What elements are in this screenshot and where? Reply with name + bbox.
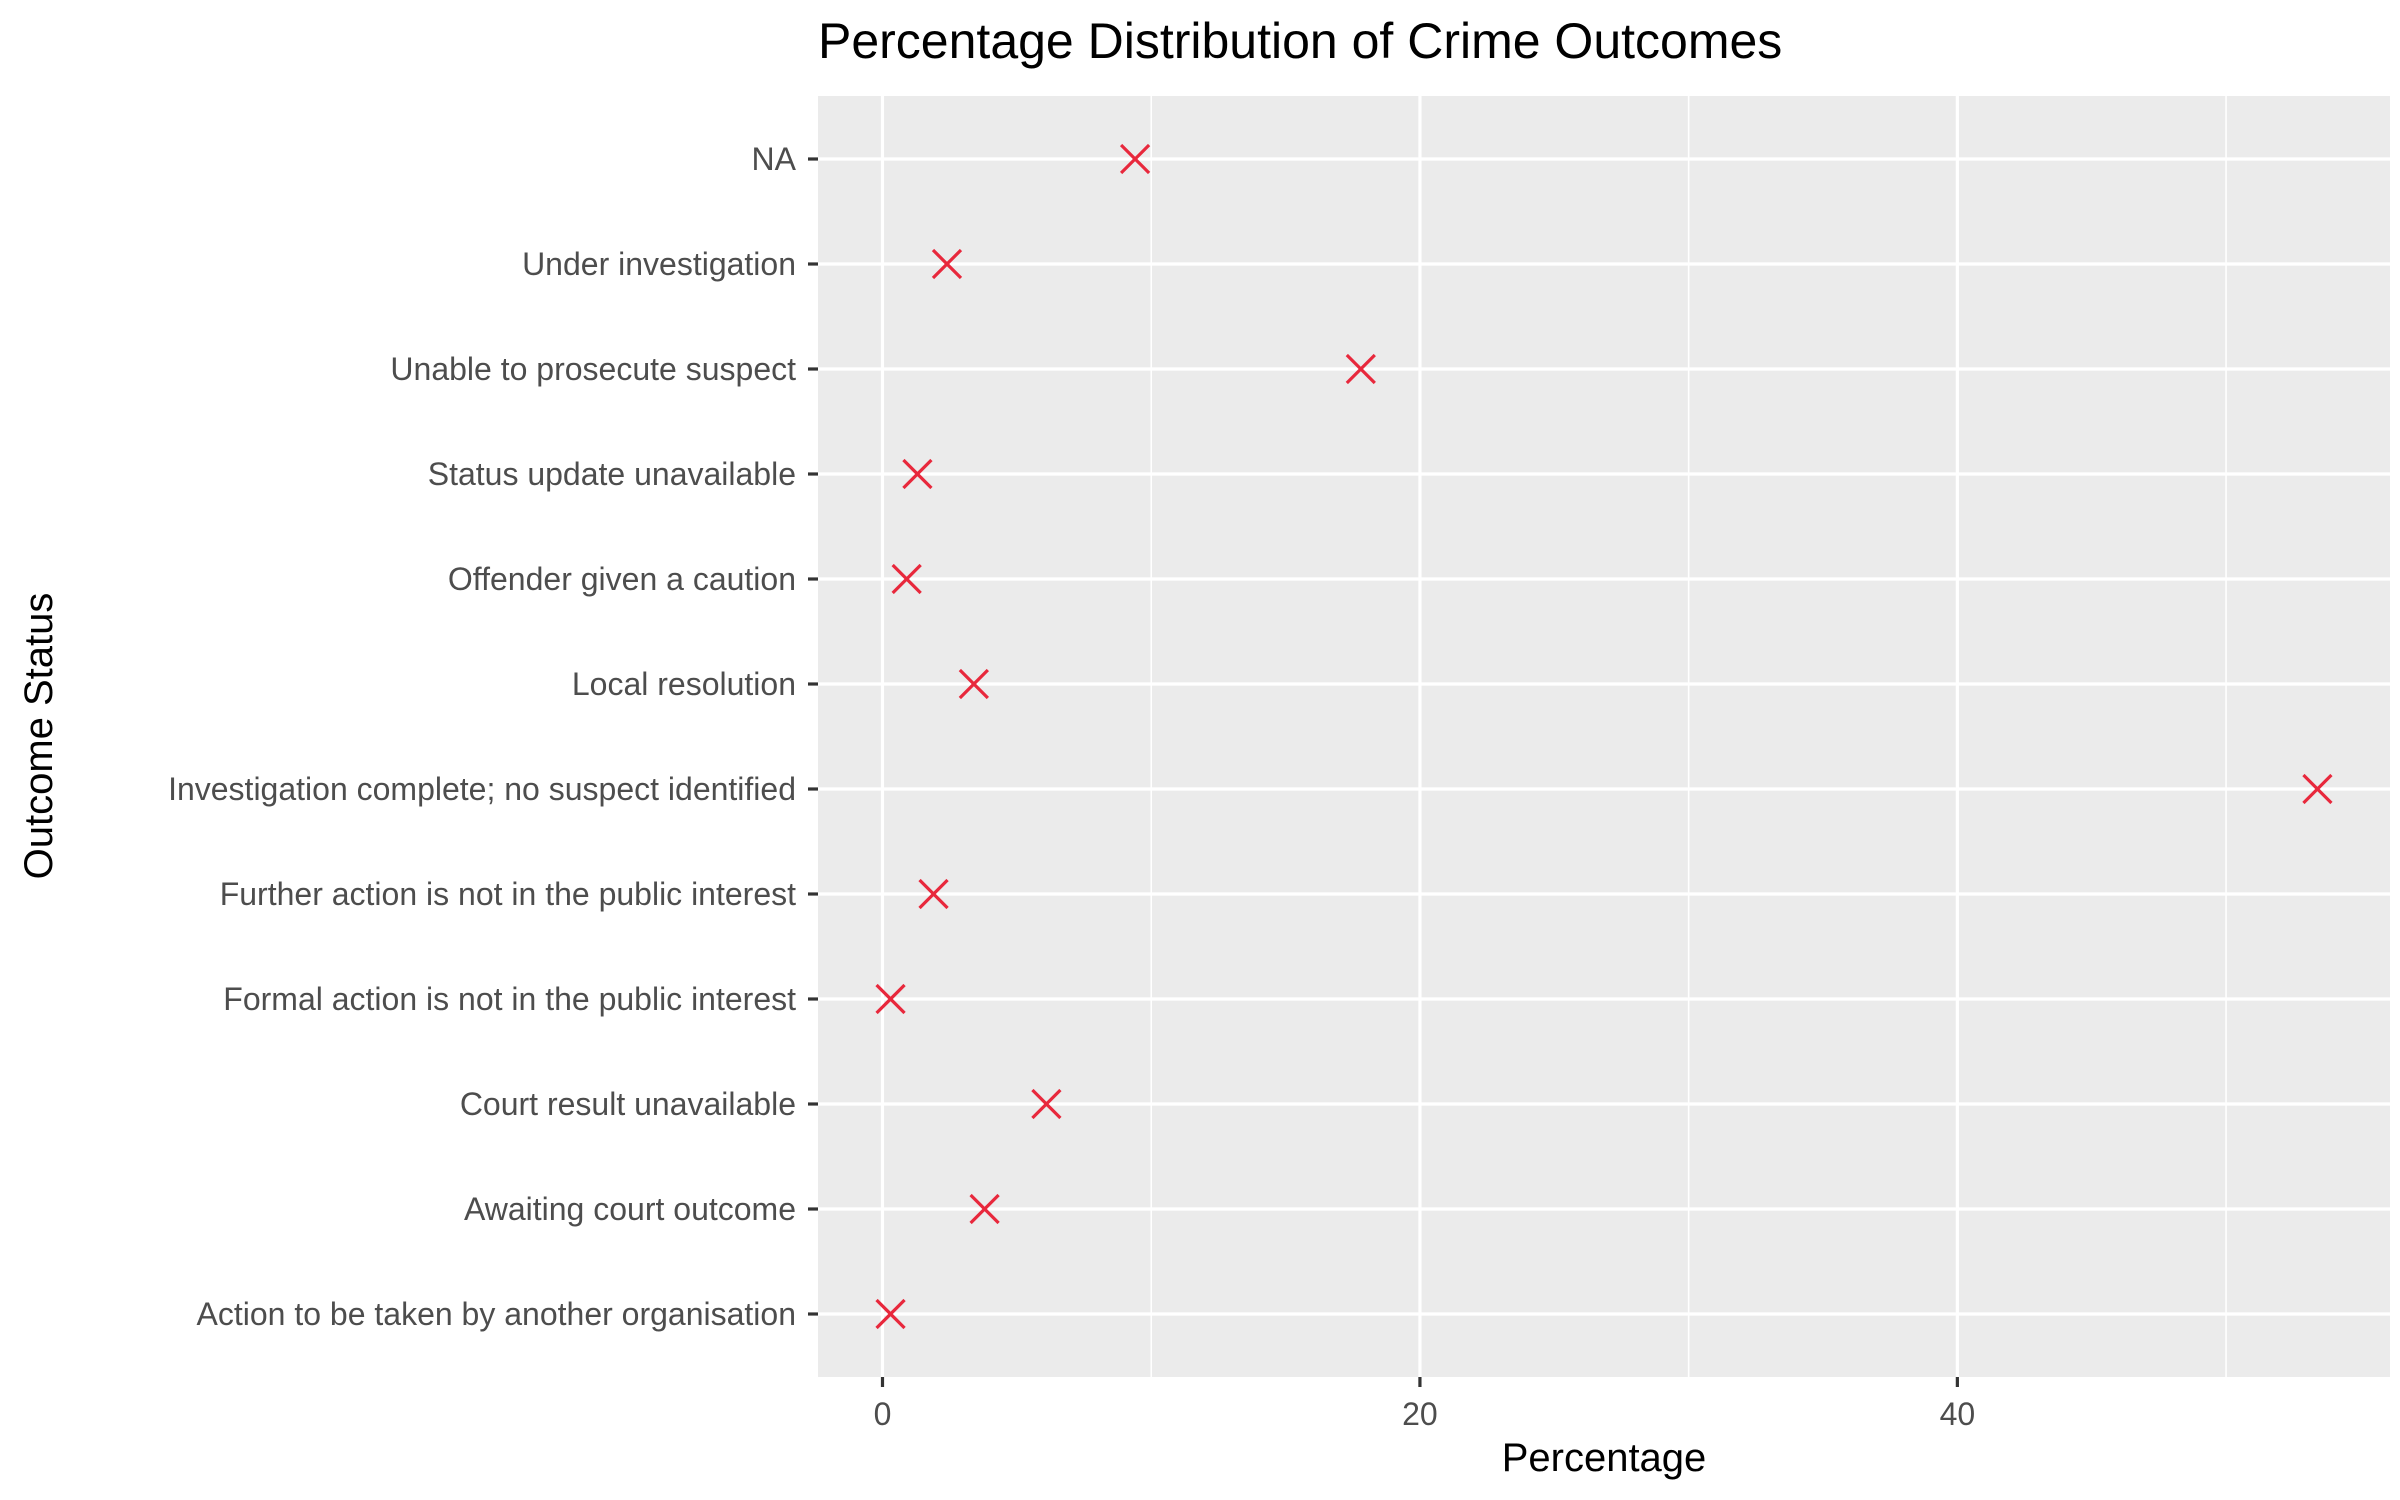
data-point [875, 1298, 906, 1330]
data-point [1031, 1088, 1062, 1120]
y-tick-label: Awaiting court outcome [464, 1191, 796, 1227]
chart-title: Percentage Distribution of Crime Outcome… [818, 13, 1782, 69]
data-point [891, 563, 922, 595]
data-point [875, 983, 906, 1015]
data-point [1345, 353, 1376, 385]
y-tick-label: Action to be taken by another organisati… [196, 1296, 796, 1332]
data-point [969, 1193, 1000, 1225]
data-point [2302, 773, 2333, 805]
x-axis: 0 20 40 [874, 1377, 1976, 1432]
y-tick-label: Court result unavailable [460, 1086, 796, 1122]
y-tick-label: Local resolution [572, 666, 796, 702]
y-tick-label: NA [752, 141, 797, 177]
x-axis-title: Percentage [1502, 1436, 1707, 1480]
data-point [958, 668, 989, 700]
x-tick-label: 20 [1402, 1396, 1438, 1432]
plot-panel [818, 96, 2390, 1377]
x-tick-label: 0 [874, 1396, 892, 1432]
y-tick-label: Further action is not in the public inte… [220, 876, 796, 912]
y-tick-label: Offender given a caution [448, 561, 796, 597]
y-axis-title: Outcome Status [17, 593, 61, 880]
data-point [918, 878, 949, 910]
y-tick-label: Unable to prosecute suspect [390, 351, 796, 387]
y-axis: Action to be taken by another organisati… [168, 141, 818, 1332]
data-points [875, 143, 2333, 1330]
minor-gridlines [1150, 96, 2227, 1377]
data-point [1119, 143, 1151, 175]
y-tick-label: Formal action is not in the public inter… [223, 981, 796, 1017]
data-point [902, 458, 933, 490]
data-point [931, 248, 963, 280]
y-tick-label: Status update unavailable [428, 456, 796, 492]
y-tick-label: Under investigation [522, 246, 796, 282]
x-tick-label: 40 [1940, 1396, 1976, 1432]
major-gridlines [818, 96, 2390, 1377]
y-tick-label: Investigation complete; no suspect ident… [168, 771, 796, 807]
